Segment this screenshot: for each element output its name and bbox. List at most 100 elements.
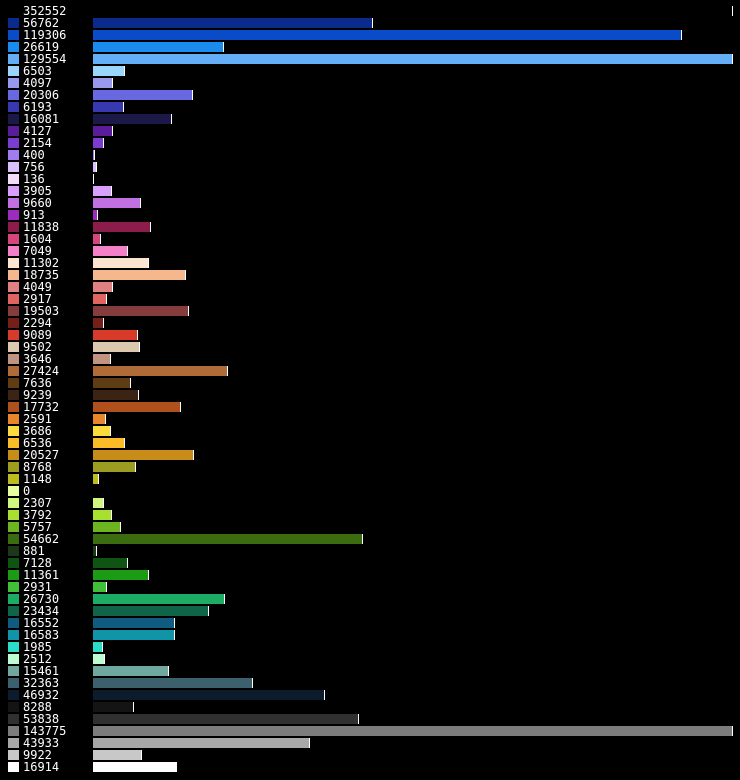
bar-value-label: 3905 — [23, 184, 52, 198]
bar-end-marker — [96, 546, 97, 556]
bar-end-marker — [130, 378, 131, 388]
bar-end-marker — [127, 558, 128, 568]
color-swatch — [8, 198, 19, 208]
bar-value-label: 2294 — [23, 316, 52, 330]
bar — [93, 66, 125, 76]
bar-value-label: 16914 — [23, 760, 59, 774]
bar — [93, 678, 253, 688]
bar — [93, 234, 101, 244]
bar-value-label: 913 — [23, 208, 45, 222]
bar-value-label: 756 — [23, 160, 45, 174]
bar-value-label: 3686 — [23, 424, 52, 438]
bar-row: 9660 — [8, 196, 141, 210]
bar-end-marker — [112, 126, 113, 136]
bar — [93, 462, 136, 472]
bar-value-label: 18735 — [23, 268, 59, 282]
bar — [93, 294, 107, 304]
bar-value-label: 5757 — [23, 520, 52, 534]
bar-row: 1985 — [8, 640, 103, 654]
bar-end-marker — [124, 438, 125, 448]
bar-row: 54662 — [8, 532, 363, 546]
color-swatch — [8, 438, 19, 448]
bar — [93, 30, 682, 40]
bar-end-marker — [150, 222, 151, 232]
bar-value-label: 20306 — [23, 88, 59, 102]
bar-end-marker — [227, 366, 228, 376]
bar-row: 7049 — [8, 244, 128, 258]
bar-row: 15461 — [8, 664, 169, 678]
bar-row: 2307 — [8, 496, 104, 510]
bar-row: 1604 — [8, 232, 101, 246]
bar-value-label: 7636 — [23, 376, 52, 390]
color-swatch — [8, 342, 19, 352]
bar-end-marker — [252, 678, 253, 688]
bar-end-marker — [137, 330, 138, 340]
bar-row: 18735 — [8, 268, 186, 282]
bar — [93, 162, 97, 172]
bar-end-marker — [168, 666, 169, 676]
bar-value-label: 16081 — [23, 112, 59, 126]
bar-value-label: 7049 — [23, 244, 52, 258]
bar — [93, 498, 104, 508]
bar-row: 27424 — [8, 364, 228, 378]
color-swatch — [8, 690, 19, 700]
bar-value-label: 119306 — [23, 28, 66, 42]
bar-value-label: 11838 — [23, 220, 59, 234]
bar — [93, 750, 142, 760]
bar-end-marker — [176, 762, 177, 772]
color-swatch — [8, 486, 19, 496]
bar-value-label: 11302 — [23, 256, 59, 270]
bar — [93, 306, 189, 316]
bar-end-marker — [139, 342, 140, 352]
bar — [93, 90, 193, 100]
color-swatch — [8, 150, 19, 160]
bar-row: 46932 — [8, 688, 325, 702]
bar-value-label: 9922 — [23, 748, 52, 762]
color-swatch — [8, 414, 19, 424]
bar — [93, 762, 177, 772]
color-swatch — [8, 138, 19, 148]
bar-end-marker — [224, 594, 225, 604]
bar-end-marker — [362, 534, 363, 544]
bar-row: 53838 — [8, 712, 359, 726]
bar — [93, 690, 325, 700]
bar-end-marker — [98, 474, 99, 484]
bar-row: 16081 — [8, 112, 172, 126]
bar — [93, 726, 733, 736]
bar-end-marker — [103, 498, 104, 508]
color-swatch — [8, 390, 19, 400]
bar-value-label: 26730 — [23, 592, 59, 606]
bar-value-label: 129554 — [23, 52, 66, 66]
color-swatch — [8, 546, 19, 556]
bar — [93, 42, 224, 52]
bar-row: 9239 — [8, 388, 139, 402]
bar-row: 400 — [8, 148, 95, 162]
bar-row: 7636 — [8, 376, 131, 390]
bar-end-marker — [104, 654, 105, 664]
bar-row: 26619 — [8, 40, 224, 54]
color-swatch — [8, 246, 19, 256]
bar-value-label: 11361 — [23, 568, 59, 582]
color-swatch — [8, 474, 19, 484]
bar-row: 2294 — [8, 316, 104, 330]
bar-value-label: 54662 — [23, 532, 59, 546]
color-swatch — [8, 162, 19, 172]
bar-end-marker — [138, 390, 139, 400]
bar — [93, 738, 310, 748]
bar-value-label: 15461 — [23, 664, 59, 678]
bar-row: 129554 — [8, 52, 733, 66]
color-swatch — [8, 702, 19, 712]
bar-row: 6503 — [8, 64, 125, 78]
bar-end-marker — [97, 210, 98, 220]
bar-end-marker — [309, 738, 310, 748]
bar-value-label: 9660 — [23, 196, 52, 210]
bar-value-label: 9089 — [23, 328, 52, 342]
bar-end-marker — [192, 90, 193, 100]
bar-end-marker — [148, 258, 149, 268]
bar-row: 352552 — [8, 4, 733, 18]
color-swatch — [8, 618, 19, 628]
bar — [93, 426, 111, 436]
bar — [93, 138, 104, 148]
bar-row: 2591 — [8, 412, 106, 426]
